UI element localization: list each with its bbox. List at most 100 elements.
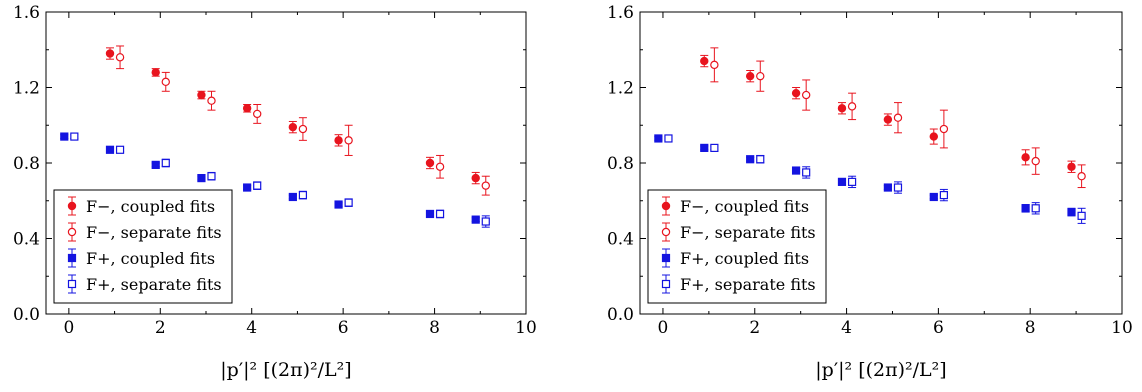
data-point [939,190,948,200]
data-point [700,143,709,152]
y-tick-label: 0.4 [13,230,40,250]
data-point [837,104,847,113]
x-tick-label: 6 [338,318,349,338]
data-point [1031,204,1040,213]
data-point [745,71,755,81]
data-point [883,183,892,192]
data-point [1031,156,1040,166]
y-tick-label: 0.8 [13,154,40,174]
data-point [425,158,435,168]
data-point [471,173,480,183]
data-point [802,168,811,177]
data-point [243,183,252,192]
data-point [746,155,755,164]
legend-box [647,189,827,304]
series-1 [700,54,1076,173]
x-tick-label: 4 [841,318,852,338]
data-point [710,143,719,152]
data-point [847,177,857,186]
legend-marker [67,227,77,237]
data-point [929,132,938,141]
data-point [70,132,79,141]
data-point [654,134,663,143]
x-tick-label: 10 [515,318,537,338]
data-point [344,198,353,207]
data-point [207,172,216,181]
x-axis-label: |p′|² [(2π)²/L²] [815,359,946,381]
legend-marker [67,279,77,289]
data-point [253,181,262,190]
data-point [197,174,206,183]
data-point [197,90,206,100]
legend-label: F−, coupled fits [680,197,809,216]
legend: F−, coupled fits F−, separate fits F+, cou… [53,189,233,304]
data-point [105,49,115,58]
x-tick-label: 8 [429,318,440,338]
data-point [60,132,69,141]
data-point [756,155,765,164]
data-point [801,90,811,100]
data-point [115,53,125,62]
data-point [664,134,673,143]
data-point [893,113,903,122]
y-tick-label: 0.0 [13,305,40,325]
data-point [425,209,435,219]
chart-panel-2: 0 2 4 6 8 10 0.0 0.4 0.8 1.2 1.6 |p′|² [(2π)²/L²] F−… [607,3,1133,381]
data-point [481,181,490,190]
data-point [151,68,160,77]
data-point [151,160,160,169]
legend-marker [661,227,671,237]
legend-label: F−, coupled fits [86,197,215,216]
data-point [298,190,308,200]
data-point [1021,153,1030,162]
series-1 [105,47,480,185]
y-tick-label: 0.8 [607,154,634,174]
y-tick-label: 0.0 [607,305,634,325]
series-3 [60,132,480,224]
legend-marker [661,279,671,289]
data-point [288,192,297,202]
data-point [298,124,308,134]
data-point [115,145,125,154]
data-point [1067,162,1076,171]
data-point [893,183,903,192]
series-2 [115,45,490,196]
y-tick-label: 0.4 [607,230,634,250]
legend-box [53,189,233,304]
legend-label: F−, separate fits [680,223,816,242]
legend-marker [661,201,671,211]
legend-label: F−, separate fits [86,223,222,242]
data-point [929,192,938,202]
legend-label: F+, separate fits [680,275,816,294]
legend-label: F+, separate fits [86,275,222,294]
x-tick-label: 0 [63,318,74,338]
y-tick-label: 1.6 [607,3,634,23]
x-axis-label: |p′|² [(2π)²/L²] [220,359,351,381]
data-point [288,122,298,132]
data-point [334,136,343,145]
data-point [435,162,445,171]
data-point [161,158,170,168]
legend-marker [67,201,77,211]
y-tick-label: 1.2 [607,79,634,99]
x-tick-label: 2 [155,318,166,338]
data-point [1077,211,1086,220]
legend-marker [661,253,671,263]
x-tick-label: 4 [246,318,257,338]
legend-label: F+, coupled fits [86,249,215,268]
data-point [756,71,765,81]
data-point [791,166,801,175]
x-tick-label: 6 [933,318,944,338]
x-tick-label: 8 [1025,318,1036,338]
data-point [1021,204,1030,213]
data-point [105,145,115,154]
data-point [883,115,893,124]
data-point [207,96,216,105]
data-point [481,217,490,226]
legend: F−, coupled fits F−, separate fits F+, cou… [647,189,827,304]
x-tick-label: 0 [658,318,669,338]
data-point [791,88,801,98]
series-4 [70,132,490,228]
x-tick-label: 2 [749,318,760,338]
data-point [435,209,445,219]
